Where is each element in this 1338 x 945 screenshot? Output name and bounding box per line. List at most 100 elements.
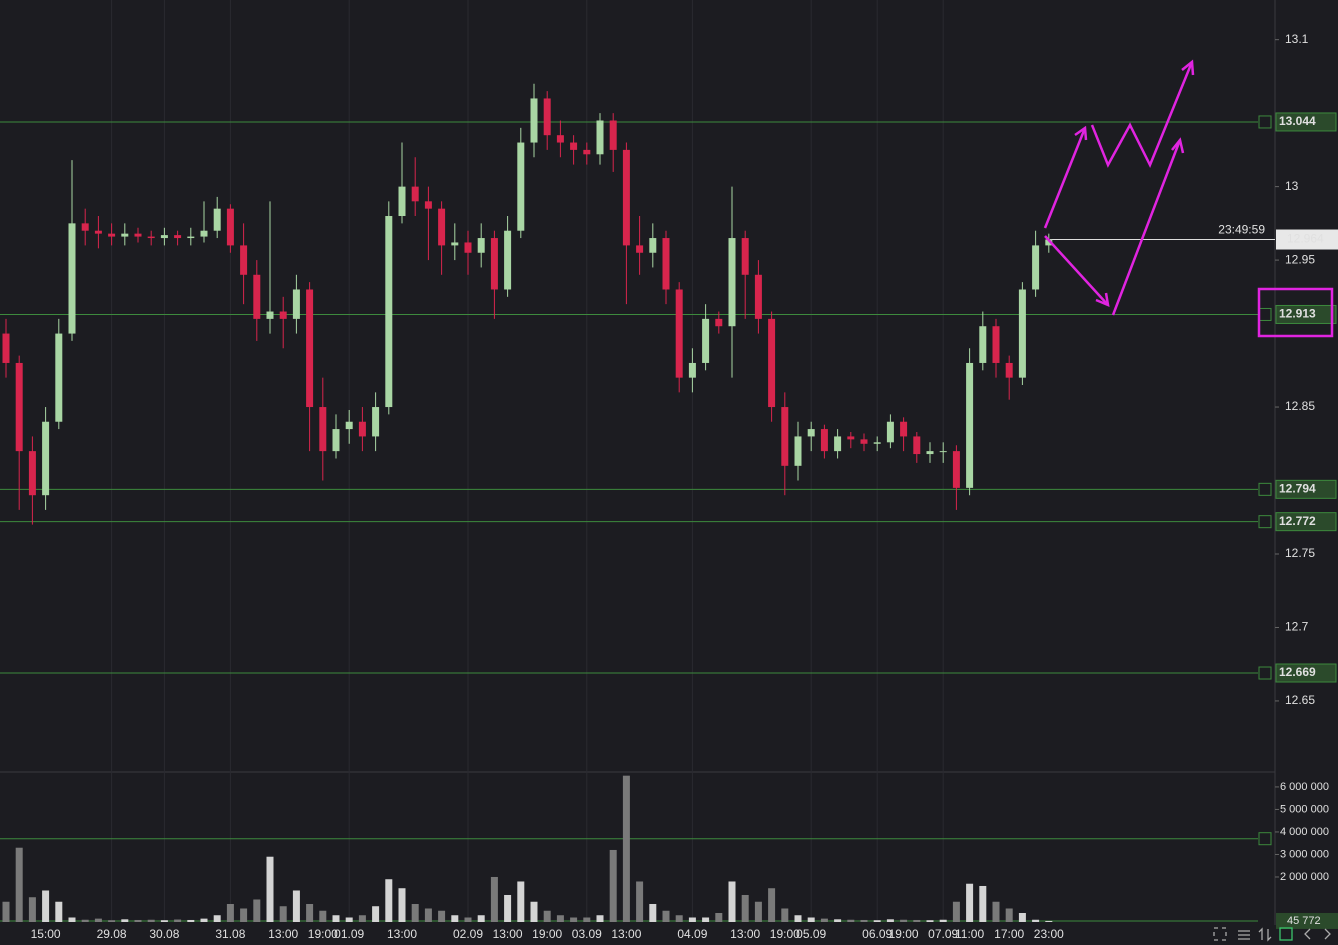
x-tick-label: 13:00 — [730, 927, 760, 941]
fullscreen-icon[interactable] — [1213, 927, 1227, 941]
level-label-box — [1275, 663, 1337, 683]
candle-body — [1005, 362, 1013, 378]
level-label-box — [1275, 512, 1337, 532]
volume-bar — [543, 910, 551, 922]
candle-body — [319, 407, 327, 452]
level-close-box — [1258, 515, 1272, 529]
candle-body — [926, 451, 934, 455]
volume-bar — [279, 906, 287, 922]
candle-body — [464, 242, 472, 253]
candle-body — [266, 311, 274, 319]
x-tick-label: 19:00 — [770, 927, 800, 941]
volume-tick-label: 4 000 000 — [1280, 826, 1329, 838]
highlight-box — [1257, 287, 1334, 338]
volume-tick-label: 2 000 000 — [1280, 871, 1329, 883]
x-tick-label: 13:00 — [493, 927, 523, 941]
arrow-head — [1074, 125, 1088, 141]
candle-body — [715, 318, 723, 327]
level-label-box — [1275, 112, 1337, 132]
x-tick-label: 15:00 — [31, 927, 61, 941]
candle-body — [952, 451, 960, 488]
candle-body — [55, 333, 63, 422]
candle-body — [622, 149, 630, 246]
y-tick-label: 13.1 — [1285, 32, 1309, 46]
volume-bar — [253, 899, 261, 922]
scroll-icons[interactable] — [1304, 928, 1331, 940]
volume-bar — [68, 917, 76, 922]
candle-body — [451, 242, 459, 246]
candle-body — [42, 421, 50, 496]
candle-body — [332, 429, 340, 452]
y-tick-label: 12.75 — [1285, 546, 1315, 560]
volume-bar — [345, 917, 353, 922]
volume-bar — [952, 901, 960, 922]
volume-bar — [754, 901, 762, 922]
volume-bar — [490, 876, 498, 922]
volume-bar — [398, 888, 406, 922]
volume-bar — [675, 915, 683, 922]
volume-bar — [807, 917, 815, 922]
y-tick-label: 12.7 — [1285, 620, 1309, 634]
arrow-up — [1111, 139, 1182, 316]
y-tick-label: 12.95 — [1285, 252, 1315, 266]
candle-body — [292, 289, 300, 319]
volume-tick-label: 3 000 000 — [1280, 848, 1329, 860]
volume-bar — [332, 915, 340, 922]
candle-body — [200, 230, 208, 237]
y-tick-label: 12.85 — [1285, 399, 1315, 413]
candle-body — [860, 439, 868, 444]
volume-tick-label: 6 000 000 — [1280, 781, 1329, 793]
candle-body — [1018, 289, 1026, 378]
volume-bar — [1005, 908, 1013, 922]
x-tick-label: 13:00 — [387, 927, 417, 941]
candle-body — [94, 230, 102, 234]
toolbar — [1213, 927, 1331, 942]
volume-bar — [517, 881, 525, 922]
candle-body — [438, 208, 446, 246]
candle-body — [372, 407, 380, 437]
x-tick-label: 02.09 — [453, 927, 483, 941]
level-label: 12.913 — [1279, 307, 1316, 321]
candle-body — [768, 318, 776, 408]
volume-bar — [319, 910, 327, 922]
volume-bar — [147, 919, 155, 922]
candle-body — [15, 362, 23, 452]
candle-body — [240, 245, 248, 275]
x-tick-label: 17:00 — [994, 927, 1024, 941]
last-volume-label: 45 772 — [1287, 915, 1321, 927]
candle-body — [688, 362, 696, 378]
level-label: 12.772 — [1279, 514, 1316, 528]
candle-body — [886, 421, 894, 443]
candle-body — [504, 230, 512, 290]
volume-bar — [266, 856, 274, 922]
level-label: 13.044 — [1279, 114, 1316, 128]
candle-body — [728, 238, 736, 327]
volume-bar — [226, 903, 234, 922]
level-close-box — [1258, 115, 1272, 129]
volume-bar — [834, 919, 842, 922]
level-label-box — [1275, 304, 1337, 324]
candle-body — [847, 436, 855, 440]
volume-bar — [556, 915, 564, 922]
sort-icon[interactable] — [1258, 927, 1272, 942]
volume-bar — [860, 919, 868, 922]
candle-body — [807, 429, 815, 437]
expand-icon[interactable] — [1279, 927, 1293, 941]
settings-icon[interactable] — [1238, 930, 1250, 940]
last-price-label: 12.964 — [1287, 232, 1324, 246]
volume-bar — [42, 890, 50, 922]
x-tick-label: 11:00 — [955, 927, 984, 941]
volume-bar — [385, 879, 393, 922]
volume-bar — [411, 903, 419, 922]
volume-bar — [688, 917, 696, 922]
candle-body — [979, 326, 987, 363]
last-price-box — [1276, 229, 1338, 250]
x-tick-label: 01.09 — [334, 927, 364, 941]
volume-bar — [108, 920, 116, 922]
candle-body — [702, 318, 710, 363]
volume-bar — [596, 915, 604, 922]
arrow-down — [1044, 235, 1109, 306]
candle-body — [121, 233, 129, 237]
drawings — [1043, 59, 1334, 338]
volume-bar — [292, 890, 300, 922]
